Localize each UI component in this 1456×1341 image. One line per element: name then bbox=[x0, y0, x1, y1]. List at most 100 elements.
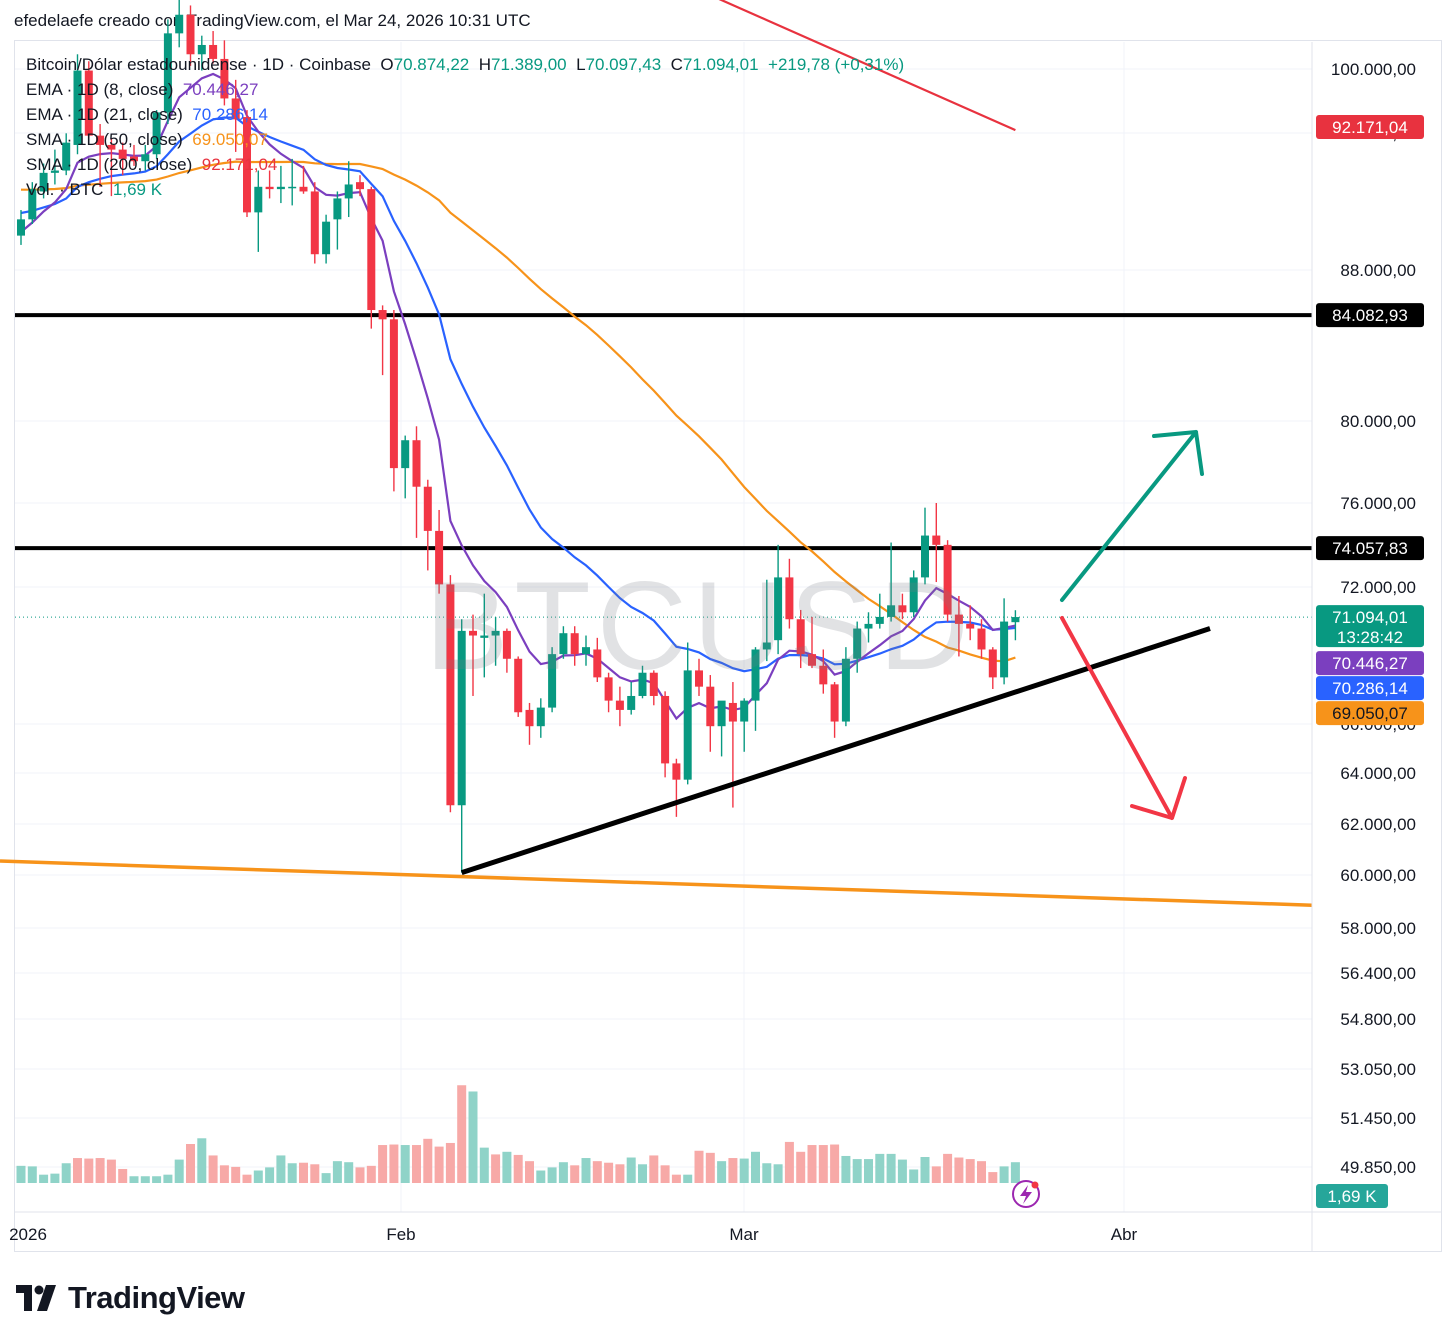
high-value: 71.389,00 bbox=[490, 55, 567, 74]
candle bbox=[457, 619, 466, 873]
candle bbox=[740, 698, 749, 752]
lightning-icon bbox=[1012, 1180, 1040, 1208]
volume-bar bbox=[95, 1158, 105, 1183]
candle-body bbox=[435, 530, 444, 585]
candle-body bbox=[570, 633, 579, 655]
price-tag-label: 71.094,01 bbox=[1332, 608, 1408, 627]
tradingview-logo[interactable]: TradingView bbox=[16, 1278, 245, 1318]
volume-bar bbox=[219, 1165, 229, 1183]
volume-bar bbox=[717, 1161, 727, 1183]
legend-ema8[interactable]: EMA · 1D (8, close) 70.446,27 bbox=[26, 77, 904, 102]
volume-bar bbox=[909, 1169, 919, 1183]
candle bbox=[977, 619, 986, 659]
candle bbox=[819, 649, 828, 694]
candle bbox=[389, 310, 398, 492]
candle bbox=[220, 40, 229, 106]
volume-bar bbox=[671, 1174, 681, 1183]
candle bbox=[310, 182, 319, 264]
legend-ema21[interactable]: EMA · 1D (21, close) 70.286,14 bbox=[26, 102, 904, 127]
price-tag-bg bbox=[1316, 651, 1424, 676]
volume-bar bbox=[705, 1152, 715, 1183]
volume-bar bbox=[943, 1153, 953, 1183]
candle-body bbox=[887, 605, 896, 617]
level-lines bbox=[15, 313, 1312, 618]
volume-bar bbox=[186, 1144, 195, 1183]
sma50-line bbox=[21, 160, 1016, 663]
candle-body bbox=[841, 658, 850, 722]
candle bbox=[672, 758, 681, 817]
legend-sma200[interactable]: SMA · 1D (200, close) 92.171,04 bbox=[26, 152, 904, 177]
volume-bar bbox=[852, 1159, 862, 1183]
candle-body bbox=[830, 684, 839, 722]
candle bbox=[615, 686, 624, 727]
candle-body bbox=[220, 58, 229, 99]
candle bbox=[107, 137, 116, 197]
candle bbox=[96, 124, 105, 187]
candle bbox=[469, 614, 477, 696]
candle-body bbox=[367, 189, 376, 311]
candle bbox=[265, 170, 274, 199]
candle bbox=[152, 110, 161, 159]
candle-body bbox=[186, 14, 195, 55]
y-axis-label: 58.000,00 bbox=[1340, 919, 1416, 938]
volume-bar bbox=[344, 1162, 354, 1183]
annotations bbox=[0, 430, 1313, 1208]
volume-bar bbox=[197, 1138, 207, 1183]
volume-bar bbox=[920, 1157, 930, 1183]
volume-bar bbox=[988, 1172, 998, 1183]
candle bbox=[276, 165, 285, 204]
price-tag-bg bbox=[1316, 676, 1424, 701]
legend-sma50[interactable]: SMA · 1D (50, close) 69.050,07 bbox=[26, 127, 904, 152]
candle-body bbox=[480, 635, 489, 638]
candle bbox=[186, 5, 195, 66]
volume-bar bbox=[39, 1174, 49, 1183]
candle bbox=[604, 672, 613, 713]
candle bbox=[649, 670, 658, 706]
candle-body bbox=[683, 670, 692, 780]
candle-body bbox=[774, 577, 783, 641]
volume-bar bbox=[965, 1159, 975, 1183]
volume-bar bbox=[1010, 1162, 1020, 1183]
candle-body bbox=[28, 189, 37, 220]
volume-bar bbox=[626, 1157, 636, 1183]
candle-body bbox=[536, 707, 545, 727]
volume-bar bbox=[129, 1176, 139, 1183]
volume-bar bbox=[389, 1144, 399, 1183]
volume-bar bbox=[423, 1138, 433, 1183]
chart-attribution: efedelaefe creado con TradingView.com, e… bbox=[14, 11, 531, 30]
candle-body bbox=[875, 616, 884, 624]
candle-body bbox=[412, 440, 421, 487]
volume-bar bbox=[332, 1161, 342, 1183]
volume-bar bbox=[310, 1164, 320, 1183]
volume-bar bbox=[174, 1159, 184, 1183]
candle bbox=[559, 626, 568, 659]
candle-body bbox=[333, 198, 342, 220]
open-label: O bbox=[380, 55, 394, 74]
price-tag-bg bbox=[1316, 115, 1424, 140]
chart-frame bbox=[14, 40, 1442, 1252]
candle-body bbox=[988, 649, 997, 678]
ohlc-row: Bitcoin/Dólar estadounidense · 1D · Coin… bbox=[26, 52, 904, 77]
price-tag-bg bbox=[1316, 536, 1424, 561]
price-tag-bg bbox=[1316, 303, 1424, 328]
candle bbox=[1011, 610, 1020, 641]
candle bbox=[514, 656, 523, 717]
candle bbox=[921, 507, 929, 585]
candle-body bbox=[604, 677, 613, 701]
candle bbox=[367, 186, 376, 329]
volume-bar bbox=[830, 1144, 840, 1183]
volume-bar bbox=[649, 1155, 659, 1183]
volume-bars bbox=[16, 1085, 1020, 1183]
volume-bar bbox=[208, 1155, 218, 1183]
candle-body bbox=[310, 191, 319, 255]
volume-bar bbox=[84, 1158, 94, 1183]
y-axis-label: 76.000,00 bbox=[1340, 494, 1416, 513]
candle-body bbox=[209, 44, 218, 59]
volume-bar bbox=[660, 1165, 670, 1183]
price-tag-countdown: 13:28:42 bbox=[1337, 628, 1403, 647]
candle-body bbox=[661, 695, 670, 764]
legend-volume[interactable]: Vol. · BTC 1,69 K bbox=[26, 177, 904, 202]
candle bbox=[785, 558, 794, 629]
candle bbox=[401, 435, 410, 499]
